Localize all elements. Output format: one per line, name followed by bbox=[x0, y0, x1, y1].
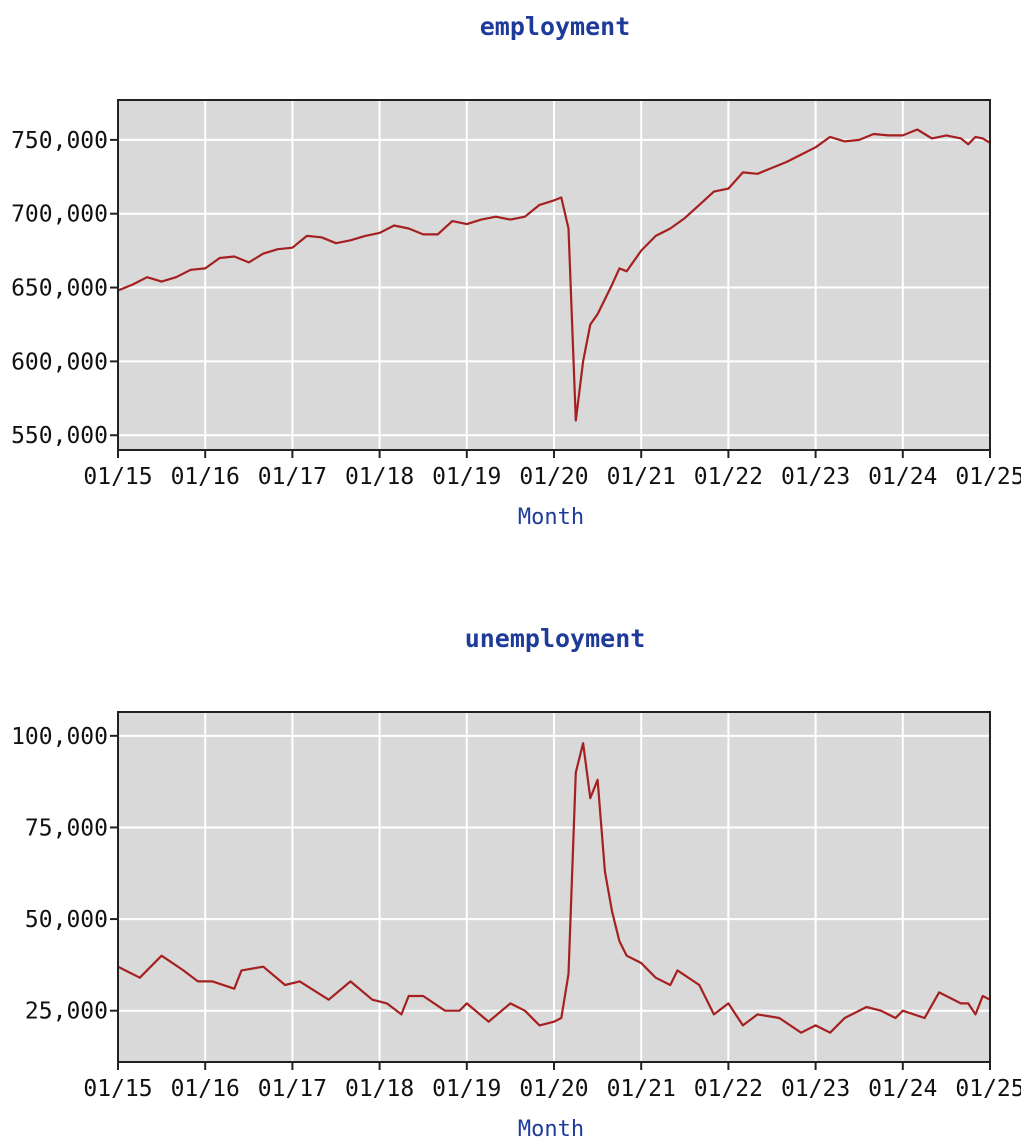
x-axis-label: Month bbox=[518, 505, 584, 530]
x-axis-label: Month bbox=[518, 1117, 584, 1140]
x-tick-label: 01/20 bbox=[519, 1076, 588, 1102]
y-tick-label: 100,000 bbox=[11, 724, 108, 750]
x-tick-label: 01/18 bbox=[345, 1076, 414, 1102]
unemployment-chart: unemployment 01/15 01/16 01/17 01/18 01/19 01… bbox=[0, 612, 1021, 1140]
x-tick-label: 01/17 bbox=[258, 464, 327, 490]
chart-title: unemployment bbox=[464, 624, 646, 653]
y-tick-label: 700,000 bbox=[11, 202, 108, 228]
x-tick-label: 01/25 bbox=[955, 464, 1021, 490]
employment-plot: 01/15 01/16 01/17 01/18 01/19 01/20 01/21 01/22… bbox=[11, 99, 1021, 530]
x-tick-label: 01/23 bbox=[781, 464, 850, 490]
x-tick-label: 01/21 bbox=[607, 464, 676, 490]
x-tick-label: 01/24 bbox=[868, 1076, 937, 1102]
x-tick-label: 01/22 bbox=[694, 464, 763, 490]
x-tick-label: 01/15 bbox=[83, 464, 152, 490]
x-tick-label: 01/19 bbox=[432, 1076, 501, 1102]
x-tick-label: 01/17 bbox=[258, 1076, 327, 1102]
x-tick-label: 01/23 bbox=[781, 1076, 850, 1102]
x-tick-label: 01/16 bbox=[171, 1076, 240, 1102]
y-tick-label: 750,000 bbox=[11, 128, 108, 154]
x-tick-label: 01/24 bbox=[868, 464, 937, 490]
x-tick-label: 01/15 bbox=[83, 1076, 152, 1102]
x-tick-label: 01/21 bbox=[607, 1076, 676, 1102]
series-line bbox=[117, 128, 991, 422]
employment-chart: employment 01/15 01/16 01/17 01/18 01/19 01/2… bbox=[0, 0, 1021, 560]
y-tick-label: 25,000 bbox=[25, 999, 108, 1025]
y-tick-label: 550,000 bbox=[11, 423, 108, 449]
x-tick-label: 01/20 bbox=[519, 464, 588, 490]
x-tick-label: 01/19 bbox=[432, 464, 501, 490]
y-tick-label: 75,000 bbox=[25, 815, 108, 841]
y-tick-label: 650,000 bbox=[11, 276, 108, 302]
x-tick-label: 01/18 bbox=[345, 464, 414, 490]
y-tick-label: 600,000 bbox=[11, 349, 108, 375]
x-tick-label: 01/25 bbox=[955, 1076, 1021, 1102]
x-tick-label: 01/16 bbox=[171, 464, 240, 490]
unemployment-plot: 01/15 01/16 01/17 01/18 01/19 01/20 01/21 01/22… bbox=[11, 711, 1021, 1140]
y-tick-label: 50,000 bbox=[25, 907, 108, 933]
series-line bbox=[117, 742, 991, 1034]
x-tick-label: 01/22 bbox=[694, 1076, 763, 1102]
chart-title: employment bbox=[479, 12, 631, 41]
